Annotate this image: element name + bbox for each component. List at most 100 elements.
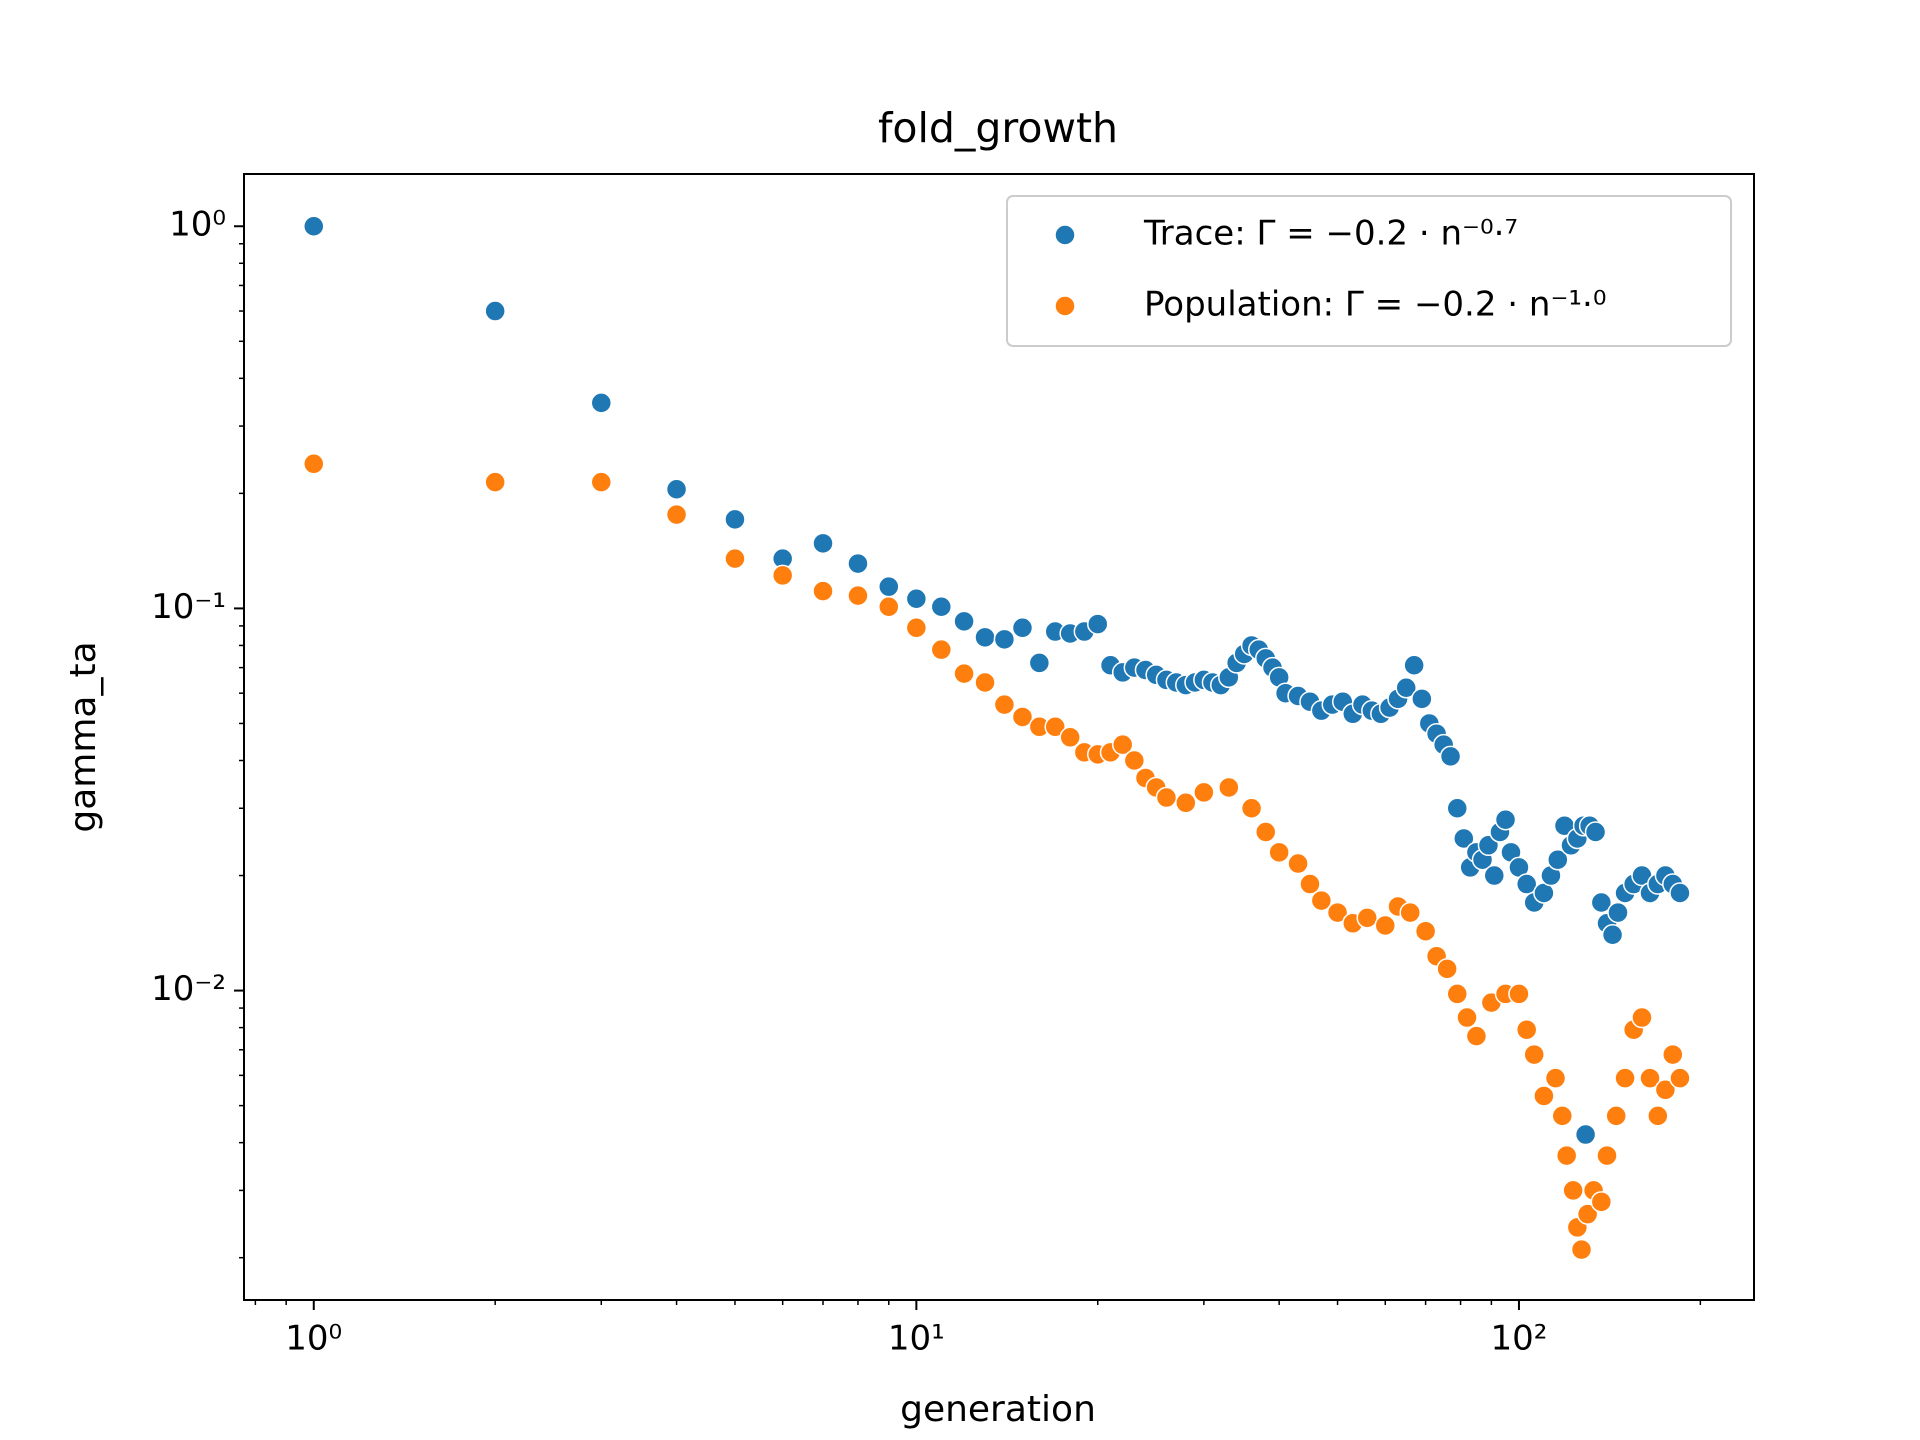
scatter-point (1590, 891, 1613, 914)
scatter-point (1523, 1043, 1545, 1066)
scatter-point (878, 575, 900, 598)
scatter-point (665, 503, 688, 526)
scatter-point (1356, 907, 1378, 929)
scatter-point (1533, 1085, 1555, 1107)
chart-title: fold_growth (878, 104, 1118, 152)
scatter-point (1326, 901, 1349, 924)
y-tick-label: 10⁻¹ (151, 587, 226, 627)
scatter-point (1614, 1067, 1636, 1089)
legend: Trace: Γ = −0.2 · n⁻⁰·⁷ Population: Γ = −… (1006, 195, 1732, 347)
scatter-point (1395, 677, 1417, 699)
scatter-point (590, 471, 613, 493)
scatter-point (1414, 920, 1437, 942)
scatter-point (1515, 1018, 1538, 1041)
scatter-point (1605, 1105, 1627, 1127)
scatter-point (1453, 827, 1475, 850)
scatter-point (771, 564, 794, 587)
scatter-point (1515, 873, 1538, 895)
scatter-point (1607, 901, 1629, 924)
scatter-point (1669, 1067, 1691, 1089)
x-tick-label: 10² (1491, 1319, 1548, 1359)
scatter-point (993, 628, 1016, 651)
y-tick-label: 10⁰ (169, 205, 226, 245)
scatter-point (930, 638, 953, 661)
scatter-point (303, 453, 325, 475)
scatter-point (484, 471, 506, 493)
scatter-point (1218, 776, 1240, 799)
scatter-point (1011, 706, 1034, 728)
scatter-point (1570, 1238, 1593, 1261)
scatter-point (665, 478, 688, 501)
scatter-point (847, 552, 869, 575)
scatter-point (1446, 983, 1469, 1005)
scatter-point (1596, 1144, 1618, 1167)
scatter-point (1508, 983, 1530, 1005)
scatter-point (1584, 821, 1607, 843)
scatter-point (1669, 882, 1691, 904)
scatter-point (1562, 1179, 1584, 1202)
legend-box (1006, 195, 1732, 347)
scatter-point (878, 596, 900, 618)
scatter-point (812, 580, 834, 602)
scatter-point (905, 617, 928, 639)
scatter-point (905, 587, 928, 610)
legend-label: Trace: Γ = −0.2 · n⁻⁰·⁷ (1143, 214, 1518, 254)
scatter-point (1446, 797, 1469, 819)
scatter-point (1299, 873, 1321, 895)
scatter-point (1574, 1123, 1597, 1146)
scatter-point (1193, 781, 1215, 804)
scatter-point (953, 610, 975, 633)
scatter-point (1411, 688, 1433, 710)
scatter-point (1439, 745, 1462, 768)
scatter-point (1287, 852, 1309, 875)
scatter-point (1576, 1203, 1599, 1225)
scatter-point (590, 392, 613, 414)
scatter-point (953, 662, 975, 685)
scatter-point (1654, 1079, 1677, 1101)
scatter-point (1555, 1144, 1578, 1167)
scatter-point (1544, 1067, 1567, 1089)
scatter-point (1662, 1043, 1684, 1066)
x-axis-label: generation (900, 1389, 1096, 1430)
scatter-point (1483, 864, 1506, 887)
scatter-point (1590, 1191, 1613, 1213)
scatter-point (484, 300, 506, 322)
scatter-point (1059, 726, 1081, 749)
scatter-point (1456, 1006, 1478, 1029)
scatter-point (812, 532, 834, 555)
y-tick-label: 10⁻² (151, 969, 226, 1009)
scatter-point (1240, 797, 1263, 819)
scatter-point (1155, 786, 1178, 809)
scatter-point (724, 547, 746, 570)
legend-marker (1054, 295, 1076, 317)
scatter-point (974, 626, 996, 649)
scatter-point (1111, 733, 1134, 756)
scatter-point (1374, 914, 1397, 937)
scatter-point (1175, 792, 1197, 814)
scatter-point (1647, 1105, 1669, 1127)
scatter-point (930, 596, 953, 618)
x-tick-label: 10¹ (888, 1319, 945, 1359)
y-axis-label: gamma_ta (63, 641, 104, 832)
scatter-point (1310, 889, 1333, 912)
scatter-point (1547, 848, 1569, 871)
scatter-point (1399, 901, 1421, 924)
scatter-point (993, 693, 1016, 716)
plot-frame (243, 173, 1755, 1301)
scatter-point (1436, 958, 1458, 980)
scatter-point (1639, 1067, 1661, 1089)
scatter-point (1044, 716, 1066, 738)
scatter-point (724, 508, 746, 531)
scatter-point (1601, 923, 1624, 946)
scatter-point (1465, 1025, 1488, 1047)
scatter-point (1551, 1105, 1574, 1127)
x-tick-label: 10⁰ (285, 1319, 342, 1359)
scatter-point (1631, 1006, 1653, 1029)
scatter-point (1123, 749, 1146, 772)
legend-label: Population: Γ = −0.2 · n⁻¹·⁰ (1144, 285, 1607, 325)
scatter-point (1011, 617, 1034, 639)
scatter-point (1087, 613, 1109, 635)
scatter-point (1403, 654, 1425, 677)
scatter-point (1494, 808, 1517, 831)
